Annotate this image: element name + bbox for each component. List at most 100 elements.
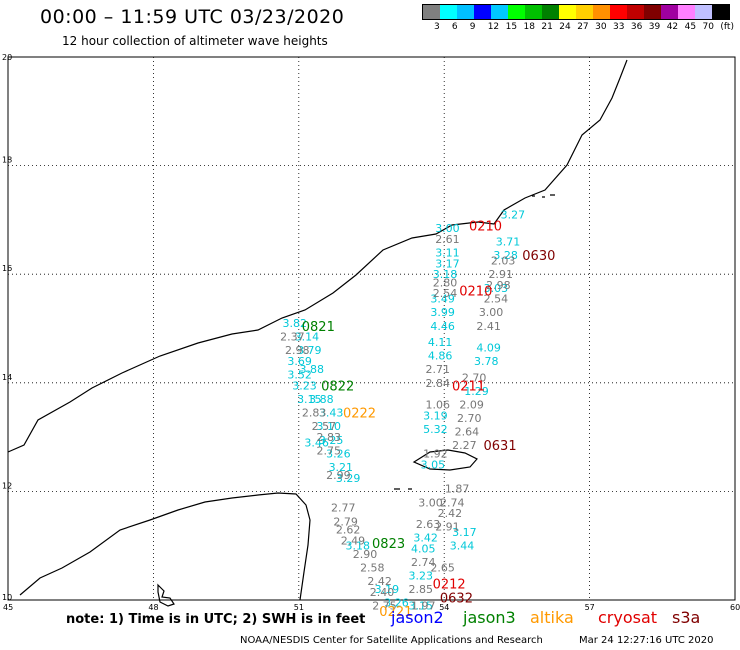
wave-height-label: 2.70 xyxy=(457,412,482,425)
wave-height-label: 3.82 xyxy=(283,317,308,330)
wave-height-label: 3.88 xyxy=(299,363,324,376)
wave-height-label: 4.46 xyxy=(430,320,455,333)
wave-height-label: 2.57 xyxy=(312,420,337,433)
legend-swatch xyxy=(508,5,525,19)
wave-height-label: 2.03 xyxy=(491,255,515,268)
wave-height-label: 2.58 xyxy=(360,561,385,574)
legend-swatches xyxy=(422,4,730,20)
wave-height-label: 3.17 xyxy=(435,257,460,270)
lon-tick-label: 51 xyxy=(294,603,304,612)
wave-height-label: 2.61 xyxy=(435,233,460,246)
wave-height-label: 2.74 xyxy=(440,496,465,509)
wave-height-label: 4.86 xyxy=(428,350,453,363)
wave-height-label: 3.26 xyxy=(384,597,409,610)
wave-height-label: 2.99 xyxy=(326,469,351,482)
wave-height-label: 2.98 xyxy=(486,279,511,292)
satellite-label-jason3: jason3 xyxy=(463,608,516,627)
satellite-label-jason2: jason2 xyxy=(391,608,444,627)
wave-height-label: 2.70 xyxy=(462,371,487,384)
wave-height-label: 3.29 xyxy=(336,472,361,485)
legend-tick-label: 70 xyxy=(702,22,714,32)
wave-height-label: 4.09 xyxy=(476,342,501,355)
lat-tick-label: 20 xyxy=(2,53,12,62)
wave-height-label: 2.71 xyxy=(426,363,451,376)
wave-height-label: 2.27 xyxy=(452,439,477,452)
wave-height-label: 2.77 xyxy=(331,502,356,515)
wave-height-label: 3.79 xyxy=(297,344,322,357)
wave-height-label: 3.25 xyxy=(319,434,344,447)
legend-tick-label: 39 xyxy=(648,22,661,32)
pass-time-labels: 0210 0630 0210 0821 0822 0222 0211 0631 0823 0212… xyxy=(302,219,556,620)
wave-height-label: 2.91 xyxy=(489,268,513,281)
coastline xyxy=(7,59,628,607)
wave-height-label: 2.63 xyxy=(416,518,441,531)
legend-swatch xyxy=(542,5,559,19)
wave-height-label: 1.29 xyxy=(464,385,489,398)
legend-swatch xyxy=(440,5,457,19)
wave-height-label: 2.37 xyxy=(280,331,305,344)
lat-tick-label: 12 xyxy=(2,481,12,490)
pass-time-label: 0823 xyxy=(372,537,405,552)
legend-swatch xyxy=(491,5,508,19)
lat-tick-label: 18 xyxy=(2,156,12,165)
timestamp: Mar 24 12:27:16 UTC 2020 xyxy=(579,635,714,646)
wave-height-label: 1.97 xyxy=(411,599,436,612)
legend-tick-label: 3 xyxy=(434,22,440,32)
wave-height-label: 2.75 xyxy=(372,599,397,612)
wave-height-label: 3.69 xyxy=(287,355,312,368)
wave-height-label: 2.41 xyxy=(476,320,501,333)
wave-height-label: 3.05 xyxy=(421,458,446,471)
lon-tick-label: 54 xyxy=(439,603,449,612)
wave-height-label: 3.00 xyxy=(479,306,504,319)
wave-height-label: 2.79 xyxy=(333,515,358,528)
wave-height-label: 2.49 xyxy=(341,534,366,547)
pass-time-label: 0211 xyxy=(452,380,485,395)
legend-tick-label: 36 xyxy=(630,22,643,32)
legend-swatch xyxy=(712,5,729,19)
legend-swatch xyxy=(474,5,491,19)
wave-height-label: 3.52 xyxy=(287,369,312,382)
legend-tick-label: 45 xyxy=(684,22,697,32)
pass-time-label: 0632 xyxy=(440,591,473,606)
wave-height-label: 3.49 xyxy=(430,293,455,306)
wave-height-label: 3.42 xyxy=(413,532,438,545)
somali-coast xyxy=(19,492,311,601)
wave-height-label: 2.74 xyxy=(411,556,436,569)
wave-height-label: 2.75 xyxy=(316,445,341,458)
pass-time-label: 0821 xyxy=(302,320,335,335)
legend-tick-label: 9 xyxy=(469,22,476,32)
wave-height-label: 3.15 xyxy=(409,599,434,612)
lon-tick-label: 48 xyxy=(148,603,158,612)
wave-height-label: 3.00 xyxy=(435,222,460,235)
legend-swatch xyxy=(593,5,610,19)
wave-height-label: 4.05 xyxy=(411,542,436,555)
legend-tick-label: 21 xyxy=(541,22,553,32)
small-islands xyxy=(157,194,555,607)
wave-height-label: 3.18 xyxy=(346,540,371,553)
satellite-label-cryosat: cryosat xyxy=(598,608,658,627)
wave-height-label: 2.65 xyxy=(430,561,455,574)
legend-swatch xyxy=(678,5,695,19)
legend-swatch xyxy=(644,5,661,19)
pass-time-label: 0210 xyxy=(459,284,492,299)
wave-height-label: 3.11 xyxy=(435,246,460,259)
wave-height-label: 3.14 xyxy=(295,331,320,344)
legend-ticks: 3 6 9 12 15 18 21 24 27 30 33 36 39 42 45 70 (ft) xyxy=(422,20,734,34)
wave-height-label: 2.80 xyxy=(433,276,458,289)
wave-height-label: 2.85 xyxy=(409,583,434,596)
chart-subtitle: 12 hour collection of altimeter wave hei… xyxy=(62,34,328,48)
wave-height-label: 2.83 xyxy=(302,407,327,420)
wave-height-label: 3.99 xyxy=(430,306,455,319)
legend-swatch xyxy=(661,5,678,19)
wave-height-label: 3.27 xyxy=(501,208,526,221)
pass-time-label: 0212 xyxy=(433,578,466,593)
wave-height-label: 3.26 xyxy=(326,447,351,460)
wave-height-label: 3.03 xyxy=(484,282,509,295)
wave-height-label: 3.78 xyxy=(474,355,499,368)
legend-swatch xyxy=(576,5,593,19)
wave-height-label: 2.62 xyxy=(336,523,361,536)
legend-tick-label: 12 xyxy=(487,22,500,32)
pass-time-label: 0630 xyxy=(522,249,555,264)
